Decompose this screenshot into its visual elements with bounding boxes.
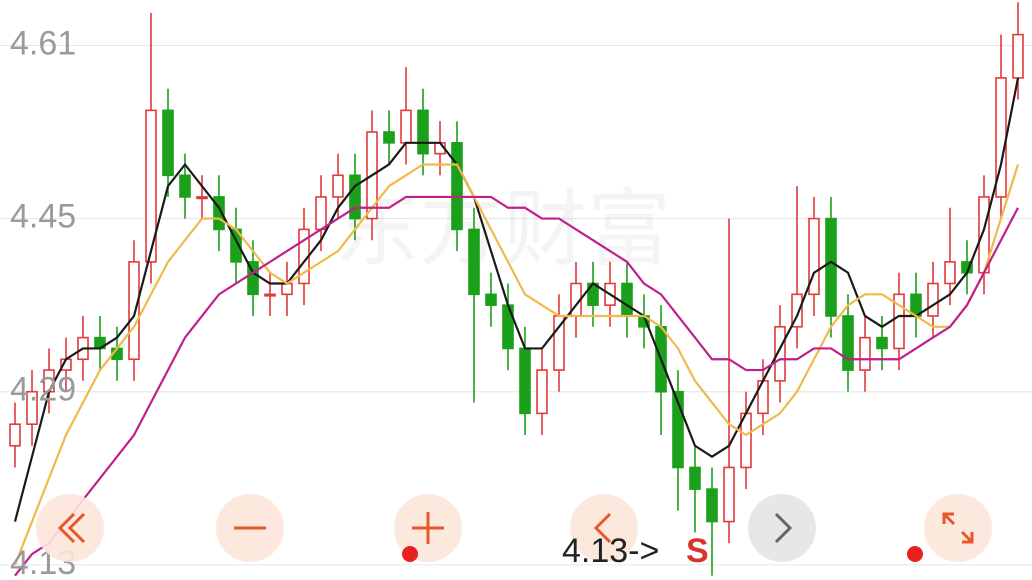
candle-body [145, 109, 157, 263]
y-tick-label: 4.61 [10, 24, 76, 62]
candle-body [213, 196, 225, 231]
candle-body [417, 109, 429, 155]
plot-area [9, 2, 1024, 577]
candle-body [519, 347, 531, 415]
candle-body [1012, 33, 1024, 79]
grid [0, 44, 1032, 566]
candle-body [485, 293, 497, 306]
candle-body [451, 142, 463, 231]
scroll-left-far-button[interactable] [36, 494, 104, 562]
moving-average-line [13, 163, 1020, 566]
moving-average-line [13, 77, 1020, 522]
candle-body [893, 293, 905, 350]
candle-body [179, 174, 191, 198]
candle-body [383, 131, 395, 144]
moving-average-line [14, 195, 1019, 577]
indicator-dot [402, 546, 418, 562]
candle-body [400, 109, 412, 144]
candle-body [349, 174, 361, 220]
candle-body [791, 293, 803, 328]
candle-body [26, 390, 38, 425]
candle-body [859, 336, 871, 371]
signal-label: S [686, 532, 709, 570]
candle-body [825, 217, 837, 317]
indicator-dot [907, 546, 923, 562]
signal-annotation: 4.13-> [562, 532, 659, 570]
candle-body [672, 390, 684, 469]
toolbar [36, 494, 992, 562]
candle-body [876, 336, 888, 350]
candle-body [332, 174, 344, 198]
scroll-left-button[interactable] [570, 494, 638, 562]
candle-body [315, 196, 327, 231]
zoom-out-button[interactable] [216, 494, 284, 562]
candle-body [247, 261, 259, 296]
candle-body [468, 228, 480, 296]
candle-body [621, 282, 633, 317]
candle-body [264, 293, 276, 297]
candle-body [723, 466, 735, 523]
candle-body [927, 282, 939, 317]
candle-body [128, 261, 140, 361]
candle-body [808, 217, 820, 296]
candle-body [774, 325, 786, 382]
candle-body [944, 261, 956, 285]
y-tick-label: 4.45 [10, 198, 76, 236]
y-axis: 4.614.454.294.13 [10, 24, 76, 580]
candle-body [281, 282, 293, 296]
candle-body [706, 488, 718, 523]
watermark: 东方财富 [335, 180, 671, 278]
candle-body [689, 466, 701, 490]
scroll-right-button[interactable] [748, 494, 816, 562]
candle-body [536, 369, 548, 415]
zoom-in-button[interactable] [394, 494, 462, 562]
candle-body [9, 423, 21, 447]
candle-body [196, 196, 208, 200]
y-tick-label: 4.29 [10, 371, 76, 409]
fullscreen-button[interactable] [924, 494, 992, 562]
candle-body [162, 109, 174, 177]
candle-body [842, 315, 854, 371]
